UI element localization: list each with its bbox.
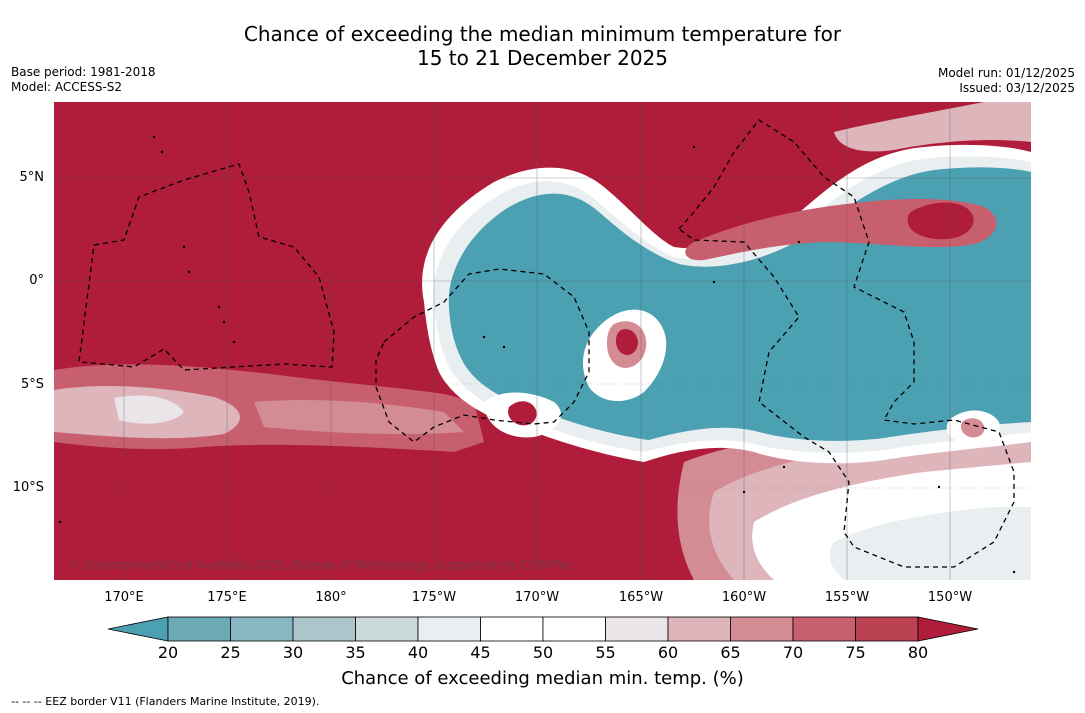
lat-label-5s: 5°S xyxy=(20,377,44,392)
lat-label-0: 0° xyxy=(29,273,44,288)
colorbar-bin xyxy=(855,616,919,642)
colorbar-bin xyxy=(605,616,669,642)
colorbar-tick-label: 70 xyxy=(782,643,804,662)
meta-left: Base period: 1981-2018 Model: ACCESS-S2 xyxy=(11,65,156,95)
lon-label-175w: 175°W xyxy=(411,590,457,605)
colorbar xyxy=(107,615,979,643)
meta-right: Model run: 01/12/2025 Issued: 03/12/2025 xyxy=(938,66,1075,96)
lon-label-155w: 155°W xyxy=(824,590,870,605)
red-core-northeast xyxy=(907,202,974,240)
band-lightpink-northeast xyxy=(834,102,1031,152)
colorbar-tick-label: 45 xyxy=(470,643,491,662)
chart-title: Chance of exceeding the median minimum t… xyxy=(0,22,1085,70)
model-run: Model run: 01/12/2025 xyxy=(937,66,1075,80)
lon-label-175e: 175°E xyxy=(207,590,247,605)
eez-border-northeast xyxy=(678,119,1015,568)
colorbar-bin xyxy=(667,616,731,642)
colorbar-tick-label: 40 xyxy=(407,643,429,662)
red-blob-south xyxy=(508,401,537,426)
colorbar-tick-label: 80 xyxy=(907,643,929,662)
lon-label-170w: 170°W xyxy=(514,590,560,605)
title-line-1: Chance of exceeding the median minimum t… xyxy=(243,22,842,46)
forecast-map xyxy=(54,102,1031,580)
colorbar-tick-label: 60 xyxy=(657,643,679,662)
colorbar-title: Chance of exceeding median min. temp. (%… xyxy=(341,668,744,689)
lat-label-10s: 10°S xyxy=(12,480,44,495)
colorbar-extend-below xyxy=(107,616,169,642)
colorbar-tick-label: 75 xyxy=(845,643,866,662)
eez-footnote: -- -- -- EEZ border V11 (Flanders Marine… xyxy=(11,695,320,708)
lat-label-5n: 5°N xyxy=(19,170,45,185)
colorbar-tick-label: 20 xyxy=(157,643,179,662)
colorbar-tick-label: 35 xyxy=(345,643,366,662)
colorbar-extend-above xyxy=(917,616,979,642)
lon-label-150w: 150°W xyxy=(927,590,973,605)
colorbar-tick-label: 30 xyxy=(282,643,304,662)
eez-border-west xyxy=(78,163,335,371)
band-palest-southwest xyxy=(114,395,184,424)
colorbar-tick-label: 55 xyxy=(595,643,616,662)
colorbar-bin xyxy=(292,616,356,642)
colorbar-bin xyxy=(417,616,481,642)
title-line-2: 15 to 21 December 2025 xyxy=(416,46,668,70)
graticule xyxy=(54,102,1031,580)
red-blob-central xyxy=(616,329,638,356)
colorbar-tick-label: 65 xyxy=(720,643,741,662)
base-period: Base period: 1981-2018 xyxy=(11,65,156,79)
colorbar-bin xyxy=(355,616,419,642)
colorbar-bin xyxy=(730,616,794,642)
lon-label-180: 180° xyxy=(315,590,347,605)
eez-borders xyxy=(78,119,1015,568)
colorbar-bin xyxy=(792,616,856,642)
islands xyxy=(58,135,1016,574)
lon-label-160w: 160°W xyxy=(721,590,767,605)
region-pale-southeast xyxy=(829,507,1031,580)
colorbar-bin xyxy=(480,616,544,642)
colorbar-tick-label: 25 xyxy=(220,643,241,662)
band-pink-mid xyxy=(254,400,464,435)
colorbar-bin xyxy=(230,616,294,642)
lon-label-170e: 170°E xyxy=(104,590,144,605)
colorbar-bin xyxy=(542,616,606,642)
issued-date: Issued: 03/12/2025 xyxy=(959,81,1075,95)
lon-label-165w: 165°W xyxy=(618,590,664,605)
model-name: Model: ACCESS-S2 xyxy=(11,80,123,94)
colorbar-bin xyxy=(167,616,231,642)
colorbar-tick-label: 50 xyxy=(532,643,554,662)
copyright-notice: © Commonwealth of Australia 2025, Bureau… xyxy=(68,558,574,572)
